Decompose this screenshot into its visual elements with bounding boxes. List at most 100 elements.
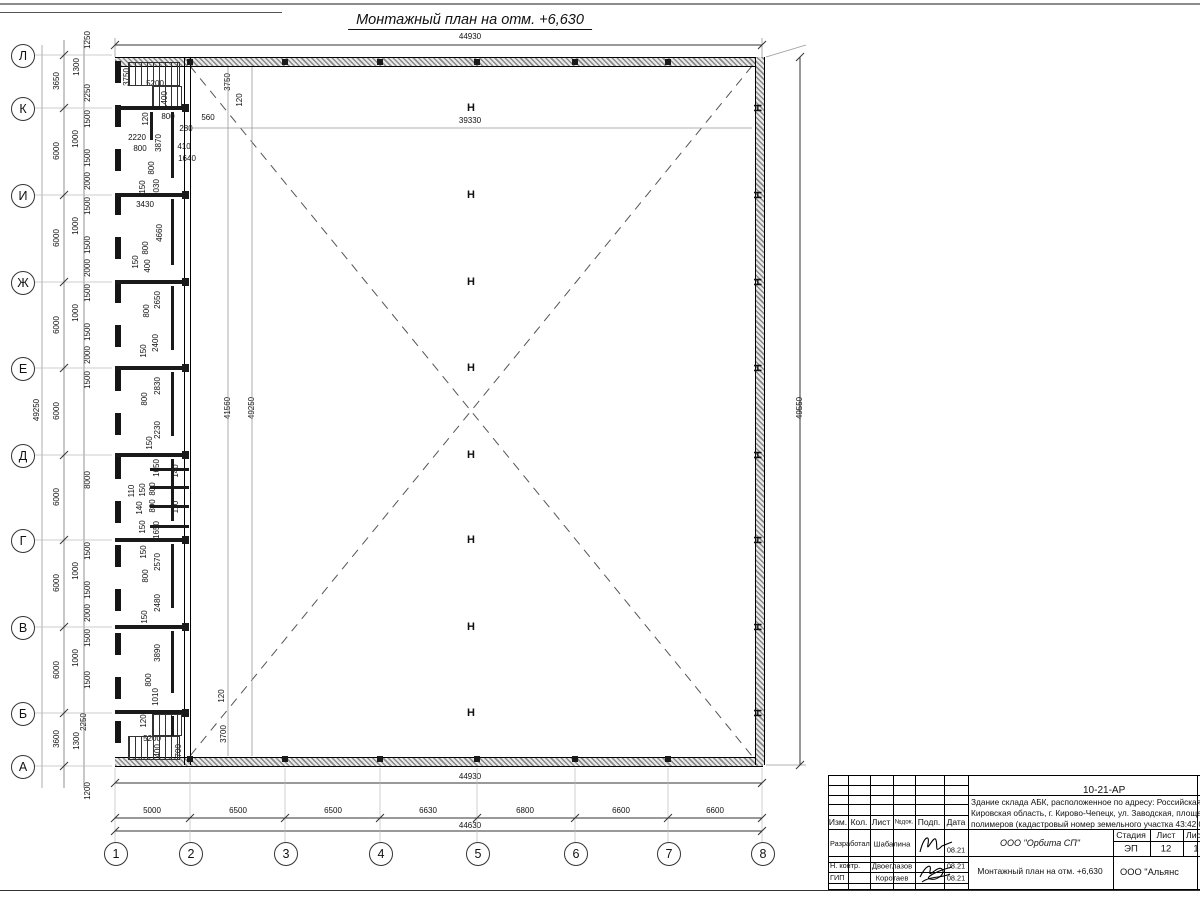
construction-line xyxy=(59,50,69,60)
construction-line xyxy=(757,778,767,788)
stage-header: Стадия xyxy=(1116,830,1146,840)
doc-description-line1: Здание склада АБК, расположенное по адре… xyxy=(971,797,1200,807)
steel-column-symbol: Н xyxy=(467,621,475,633)
partition-wall xyxy=(171,199,174,265)
signature-scribble xyxy=(919,865,953,883)
construction-line xyxy=(110,778,120,788)
partition-wall xyxy=(115,453,189,457)
wall-panel-mark xyxy=(572,59,578,65)
axis-bubble-col-8: 8 xyxy=(751,842,775,866)
construction-line xyxy=(375,813,385,823)
dimension-label: 560 xyxy=(201,113,215,122)
steel-column-symbol: Н xyxy=(467,276,475,288)
wall-panel-mark xyxy=(665,59,671,65)
stair-flight xyxy=(128,62,180,86)
dimension-label: 6800 xyxy=(516,806,534,815)
name-razrabotal: Шабалина xyxy=(873,839,911,849)
title-block-line xyxy=(968,775,969,890)
dimension-label: 280 xyxy=(179,124,193,133)
partition-wall xyxy=(171,631,174,693)
axis-bubble-row-Е: Е xyxy=(11,357,35,381)
axis-bubble-row-И: И xyxy=(11,184,35,208)
partition-wall xyxy=(115,366,189,370)
list-value: 12 xyxy=(1160,843,1172,855)
dimension-label: 800 xyxy=(161,112,175,121)
title-block-line xyxy=(828,862,968,863)
listov-header: Листов xyxy=(1186,830,1200,840)
partition-wall xyxy=(150,486,189,489)
axis-bubble-col-3: 3 xyxy=(274,842,298,866)
title-block-line xyxy=(828,883,968,884)
construction-line xyxy=(59,450,69,460)
listov-value: 1 xyxy=(1193,843,1199,855)
sheet-title: Монтажный план на отм. +6,630 xyxy=(977,866,1103,876)
axis-bubble-col-2: 2 xyxy=(179,842,203,866)
dimension-label: 2220 xyxy=(128,133,146,142)
construction-line xyxy=(59,103,69,113)
construction-line xyxy=(757,40,767,50)
construction-line xyxy=(570,813,580,823)
stair-flight xyxy=(128,736,180,760)
hall-west-wall xyxy=(184,57,191,765)
steel-column-symbol: Н xyxy=(467,362,475,374)
title-block-line xyxy=(1150,829,1151,857)
construction-line xyxy=(472,813,482,823)
wall-panel-mark xyxy=(282,59,288,65)
stair-flight xyxy=(152,714,182,736)
dimension-label: 6630 xyxy=(419,806,437,815)
construction-line xyxy=(110,813,120,823)
title-block-line xyxy=(1113,841,1200,842)
header-podp: Подп. xyxy=(917,817,941,827)
axis-bubble-row-Ж: Ж xyxy=(11,271,35,295)
doc-number: 10-21-АР xyxy=(1083,785,1126,796)
header-ndok: №док. xyxy=(894,818,914,826)
steel-column-symbol: Н xyxy=(467,534,475,546)
dimension-label: 39330 xyxy=(458,116,482,125)
partition-wall xyxy=(171,459,174,521)
partition-wall xyxy=(171,112,174,178)
construction-line xyxy=(795,760,805,770)
partition-wall xyxy=(115,193,189,197)
dimension-label: 1640 xyxy=(178,154,196,163)
stage-value: ЭП xyxy=(1124,843,1138,855)
steel-column-symbol: Н xyxy=(467,707,475,719)
header-data: Дата xyxy=(946,817,966,827)
construction-line xyxy=(185,813,195,823)
axis-bubble-row-Д: Д xyxy=(11,444,35,468)
title-block-line xyxy=(1183,829,1184,857)
partition-wall xyxy=(171,372,174,436)
dimension-label: 44630 xyxy=(458,821,482,830)
header-izm: Изм. xyxy=(828,817,848,827)
partition-wall xyxy=(150,525,189,528)
construction-line xyxy=(795,52,805,62)
axis-bubble-row-Г: Г xyxy=(11,529,35,553)
title-block-line xyxy=(848,775,849,890)
construction-line xyxy=(110,40,120,50)
wall-panel-mark xyxy=(282,756,288,762)
construction-line xyxy=(59,190,69,200)
signature-scribble xyxy=(919,837,953,853)
axis-bubble-row-Б: Б xyxy=(11,702,35,726)
title-block-line xyxy=(828,872,968,873)
title-block-line xyxy=(828,856,1200,857)
doc-description-line2: Кировская область, г. Кирово-Чепецк, ул.… xyxy=(971,808,1200,818)
dimension-label: 3430 xyxy=(136,200,154,209)
date-razrabotal: 08.21 xyxy=(946,845,966,855)
frame-top-inner-line xyxy=(0,12,282,13)
partition-wall xyxy=(115,710,189,714)
title-block-line xyxy=(915,775,916,890)
title-block-line xyxy=(870,775,871,890)
wall-panel-mark xyxy=(377,59,383,65)
wall-panel-mark xyxy=(572,756,578,762)
partition-wall xyxy=(115,106,189,110)
org-orbita: ООО "Орбита СП" xyxy=(1000,838,1080,848)
date-gip: 08.21 xyxy=(946,873,966,883)
steel-column-symbol: Н xyxy=(751,278,763,286)
axis-bubble-row-А: А xyxy=(11,755,35,779)
dimension-label: 5000 xyxy=(143,806,161,815)
doc-description-line3: полимеров (кадастровый номер земельного … xyxy=(971,819,1200,829)
construction-line xyxy=(59,363,69,373)
dimension-label: 800 xyxy=(133,144,147,153)
